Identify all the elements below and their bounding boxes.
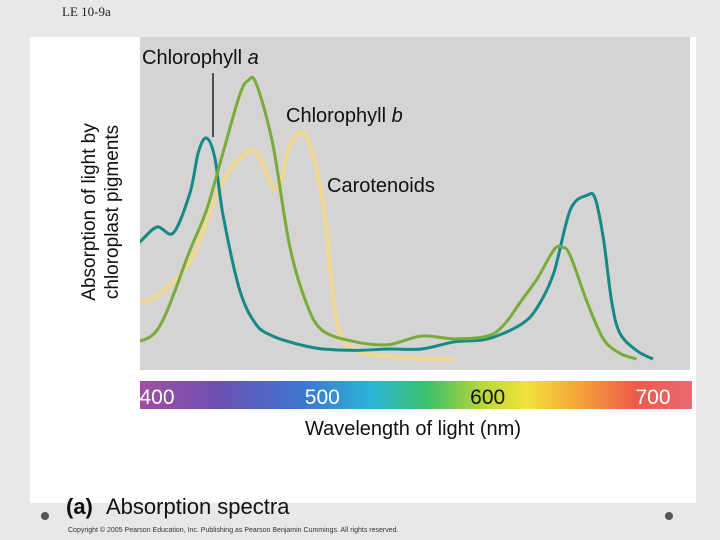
corner-dot-bottom-right [665,512,673,520]
label-chlorophyll-a: Chlorophyll a [142,47,259,69]
series-chlorophyll-a-line [140,136,654,361]
plot-background [140,37,690,370]
y-axis-label-line2: chloroplast pigments [102,125,123,299]
corner-dot-bottom-left [41,512,49,520]
x-tick-layer: 400 500 600 700 [139,386,670,409]
x-tick-label-600: 600 [470,386,505,409]
copyright-notice: Copyright © 2005 Pearson Education, Inc.… [68,527,399,534]
slide-label: LE 10-9a [62,4,111,19]
y-axis-label: Absorption of light by chloroplast pigme… [79,123,123,301]
label-carotenoids: Carotenoids [327,175,435,197]
spectrum-bar [140,381,692,409]
x-tick-label-700: 700 [635,386,670,409]
label-chlorophyll-b: Chlorophyll b [286,105,403,127]
x-axis-label: Wavelength of light (nm) [305,418,521,440]
panel-letter: (a) [66,494,93,519]
series-layer [140,75,654,362]
x-tick-label-500: 500 [305,386,340,409]
y-axis-label-line1: Absorption of light by [79,123,100,301]
series-label-layer: Chlorophyll a Chlorophyll b Carotenoids [142,47,435,197]
panel-caption: Absorption spectra [106,494,290,519]
series-chlorophyll-b-line [140,75,638,361]
x-tick-label-400: 400 [139,386,174,409]
